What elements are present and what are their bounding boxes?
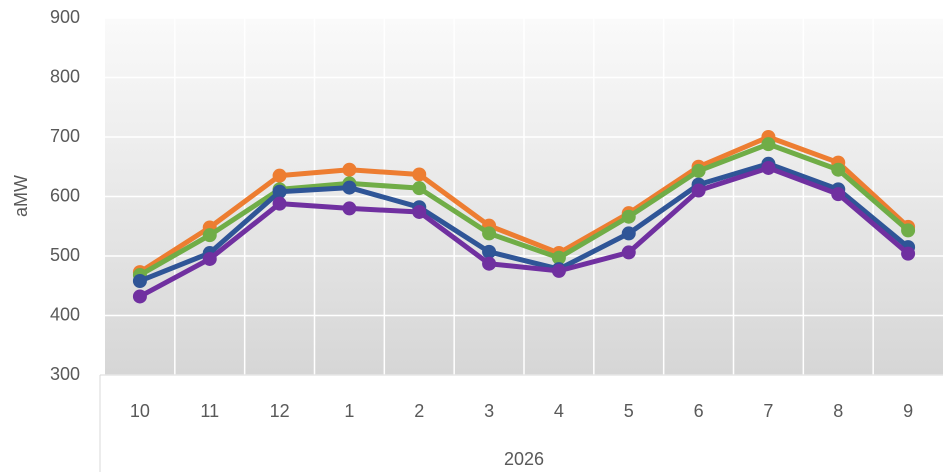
x-tick-label: 12: [270, 401, 290, 421]
marker: [272, 196, 287, 211]
x-tick-label: 6: [694, 401, 704, 421]
x-tick-label: 7: [763, 401, 773, 421]
marker: [272, 168, 287, 183]
series-line: [138, 141, 910, 278]
y-tick-label: 600: [50, 185, 80, 205]
x-tick-label: 1: [344, 401, 354, 421]
marker: [482, 256, 497, 271]
marker: [482, 244, 497, 259]
marker: [132, 289, 147, 304]
x-tick-label: 10: [130, 401, 150, 421]
marker: [132, 273, 147, 288]
marker: [621, 245, 636, 260]
marker: [272, 184, 287, 199]
category-group-label: 2026: [504, 449, 544, 469]
marker: [761, 160, 776, 175]
x-tick-label: 11: [200, 401, 219, 421]
y-axis-title: aMW: [11, 175, 31, 217]
x-tick-label: 5: [624, 401, 634, 421]
y-tick-label: 400: [50, 304, 80, 324]
marker: [412, 204, 427, 219]
x-tick-label: 9: [903, 401, 913, 421]
marker: [551, 263, 566, 278]
marker: [202, 251, 217, 266]
marker: [901, 246, 916, 261]
x-tick-label: 2: [414, 401, 424, 421]
marker: [342, 180, 357, 195]
y-tick-label: 800: [50, 66, 80, 86]
marker: [412, 181, 427, 196]
marker: [831, 187, 846, 202]
y-tick-label: 700: [50, 126, 80, 146]
y-tick-label: 300: [50, 364, 80, 384]
marker: [342, 201, 357, 216]
marker: [342, 162, 357, 177]
y-tick-label: 500: [50, 245, 80, 265]
marker: [621, 209, 636, 224]
marker: [482, 226, 497, 241]
marker: [202, 228, 217, 243]
marker: [901, 223, 916, 238]
marker: [761, 137, 776, 152]
y-tick-label: 900: [50, 7, 80, 27]
series-line: [138, 134, 910, 275]
x-tick-label: 4: [554, 401, 564, 421]
marker: [691, 163, 706, 178]
x-tick-label: 8: [833, 401, 843, 421]
marker: [551, 250, 566, 265]
marker: [412, 167, 427, 182]
series-line: [138, 165, 910, 299]
marker: [691, 183, 706, 198]
marker: [831, 162, 846, 177]
x-tick-label: 3: [484, 401, 494, 421]
series-line: [138, 161, 910, 284]
marker: [621, 226, 636, 241]
